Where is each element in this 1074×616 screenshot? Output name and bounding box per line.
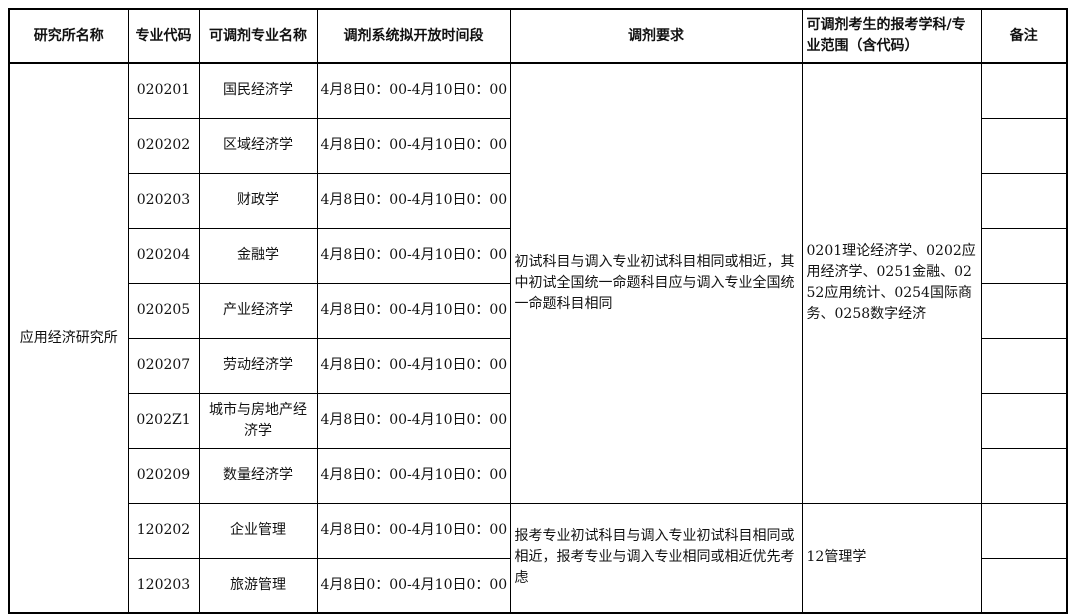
major-name-cell: 数量经济学 (198, 447, 318, 504)
remark-cell (980, 227, 1068, 284)
major-code-cell: 120202 (127, 502, 200, 559)
header-open-time: 调剂系统拟开放时间段 (316, 8, 511, 64)
open-time-cell: 4月8日0：00-4月10日0：00 (316, 172, 511, 229)
major-code-cell: 020202 (127, 117, 200, 174)
header-row: 研究所名称 专业代码 可调剂专业名称 调剂系统拟开放时间段 调剂要求 可调剂考生… (8, 8, 1068, 64)
remark-cell (980, 172, 1068, 229)
remark-cell (980, 62, 1068, 119)
remark-cell (980, 337, 1068, 394)
open-time-cell: 4月8日0：00-4月10日0：00 (316, 282, 511, 339)
open-time-cell: 4月8日0：00-4月10日0：00 (316, 337, 511, 394)
open-time-cell: 4月8日0：00-4月10日0：00 (316, 117, 511, 174)
open-time-cell: 4月8日0：00-4月10日0：00 (316, 557, 511, 614)
remark-cell (980, 502, 1068, 559)
adjustment-table: 研究所名称 专业代码 可调剂专业名称 调剂系统拟开放时间段 调剂要求 可调剂考生… (8, 8, 1068, 614)
requirement-cell: 初试科目与调入专业初试科目相同或相近，其中初试全国统一命题科目应与调入专业全国统… (509, 62, 803, 504)
table-row: 120202 企业管理 4月8日0：00-4月10日0：00 报考专业初试科目与调入专… (9, 502, 1068, 614)
remark-cell (980, 392, 1068, 449)
remark-cell (980, 447, 1068, 504)
table-row: 020204 金融学 4月8日0：00-4月10日0：00 (9, 227, 1068, 284)
open-time-cell: 4月8日0：00-4月10日0：00 (316, 392, 511, 449)
institute-name-cell: 应用经济研究所 (8, 62, 129, 614)
open-time-cell: 4月8日0：00-4月10日0：00 (316, 227, 511, 284)
remark-cell (980, 282, 1068, 339)
major-code-cell: 020207 (127, 337, 200, 394)
remark-cell (980, 117, 1068, 174)
major-name-cell: 金融学 (198, 227, 318, 284)
major-code-cell: 120203 (127, 557, 200, 614)
table-row: 应用经济研究所 020201 国民经济学 4月8日0：00-4月10日0：00 初试科目… (8, 62, 1068, 614)
header-major-name: 可调剂专业名称 (198, 8, 318, 64)
table-row: 020207 劳动经济学 4月8日0：00-4月10日0：00 (9, 337, 1068, 394)
major-code-cell: 0202Z1 (127, 392, 200, 449)
major-name-cell: 产业经济学 (198, 282, 318, 339)
table-row: 020202 区域经济学 4月8日0：00-4月10日0：00 (9, 117, 1068, 174)
major-name-cell: 财政学 (198, 172, 318, 229)
major-name-cell: 企业管理 (198, 502, 318, 559)
major-name-cell: 国民经济学 (198, 62, 318, 119)
open-time-cell: 4月8日0：00-4月10日0：00 (316, 62, 511, 119)
table-row: 020203 财政学 4月8日0：00-4月10日0：00 (9, 172, 1068, 229)
header-institute: 研究所名称 (8, 8, 129, 64)
major-code-cell: 020205 (127, 282, 200, 339)
scope-cell: 12管理学 (801, 502, 982, 614)
scope-cell: 0201理论经济学、0202应用经济学、0251金融、0252应用统计、0254… (801, 62, 982, 504)
open-time-cell: 4月8日0：00-4月10日0：00 (316, 502, 511, 559)
major-code-cell: 020204 (127, 227, 200, 284)
open-time-cell: 4月8日0：00-4月10日0：00 (316, 447, 511, 504)
header-requirement: 调剂要求 (509, 8, 803, 64)
remark-cell (980, 557, 1068, 614)
major-name-cell: 旅游管理 (198, 557, 318, 614)
header-major-code: 专业代码 (127, 8, 200, 64)
major-name-cell: 城市与房地产经济学 (198, 392, 318, 449)
major-name-cell: 区域经济学 (198, 117, 318, 174)
table-row: 0202Z1 城市与房地产经济学 4月8日0：00-4月10日0：00 (9, 392, 1068, 449)
major-name-cell: 劳动经济学 (198, 337, 318, 394)
requirement-cell: 报考专业初试科目与调入专业初试科目相同或相近，报考专业与调入专业相同或相近优先考… (509, 502, 803, 614)
major-code-cell: 020209 (127, 447, 200, 504)
header-scope: 可调剂考生的报考学科/专业范围（含代码） (801, 8, 982, 64)
major-code-cell: 020203 (127, 172, 200, 229)
table-row: 020205 产业经济学 4月8日0：00-4月10日0：00 (9, 282, 1068, 339)
table-row: 120203 旅游管理 4月8日0：00-4月10日0：00 (9, 557, 1068, 614)
major-code-cell: 020201 (127, 62, 200, 119)
header-remark: 备注 (980, 8, 1068, 64)
